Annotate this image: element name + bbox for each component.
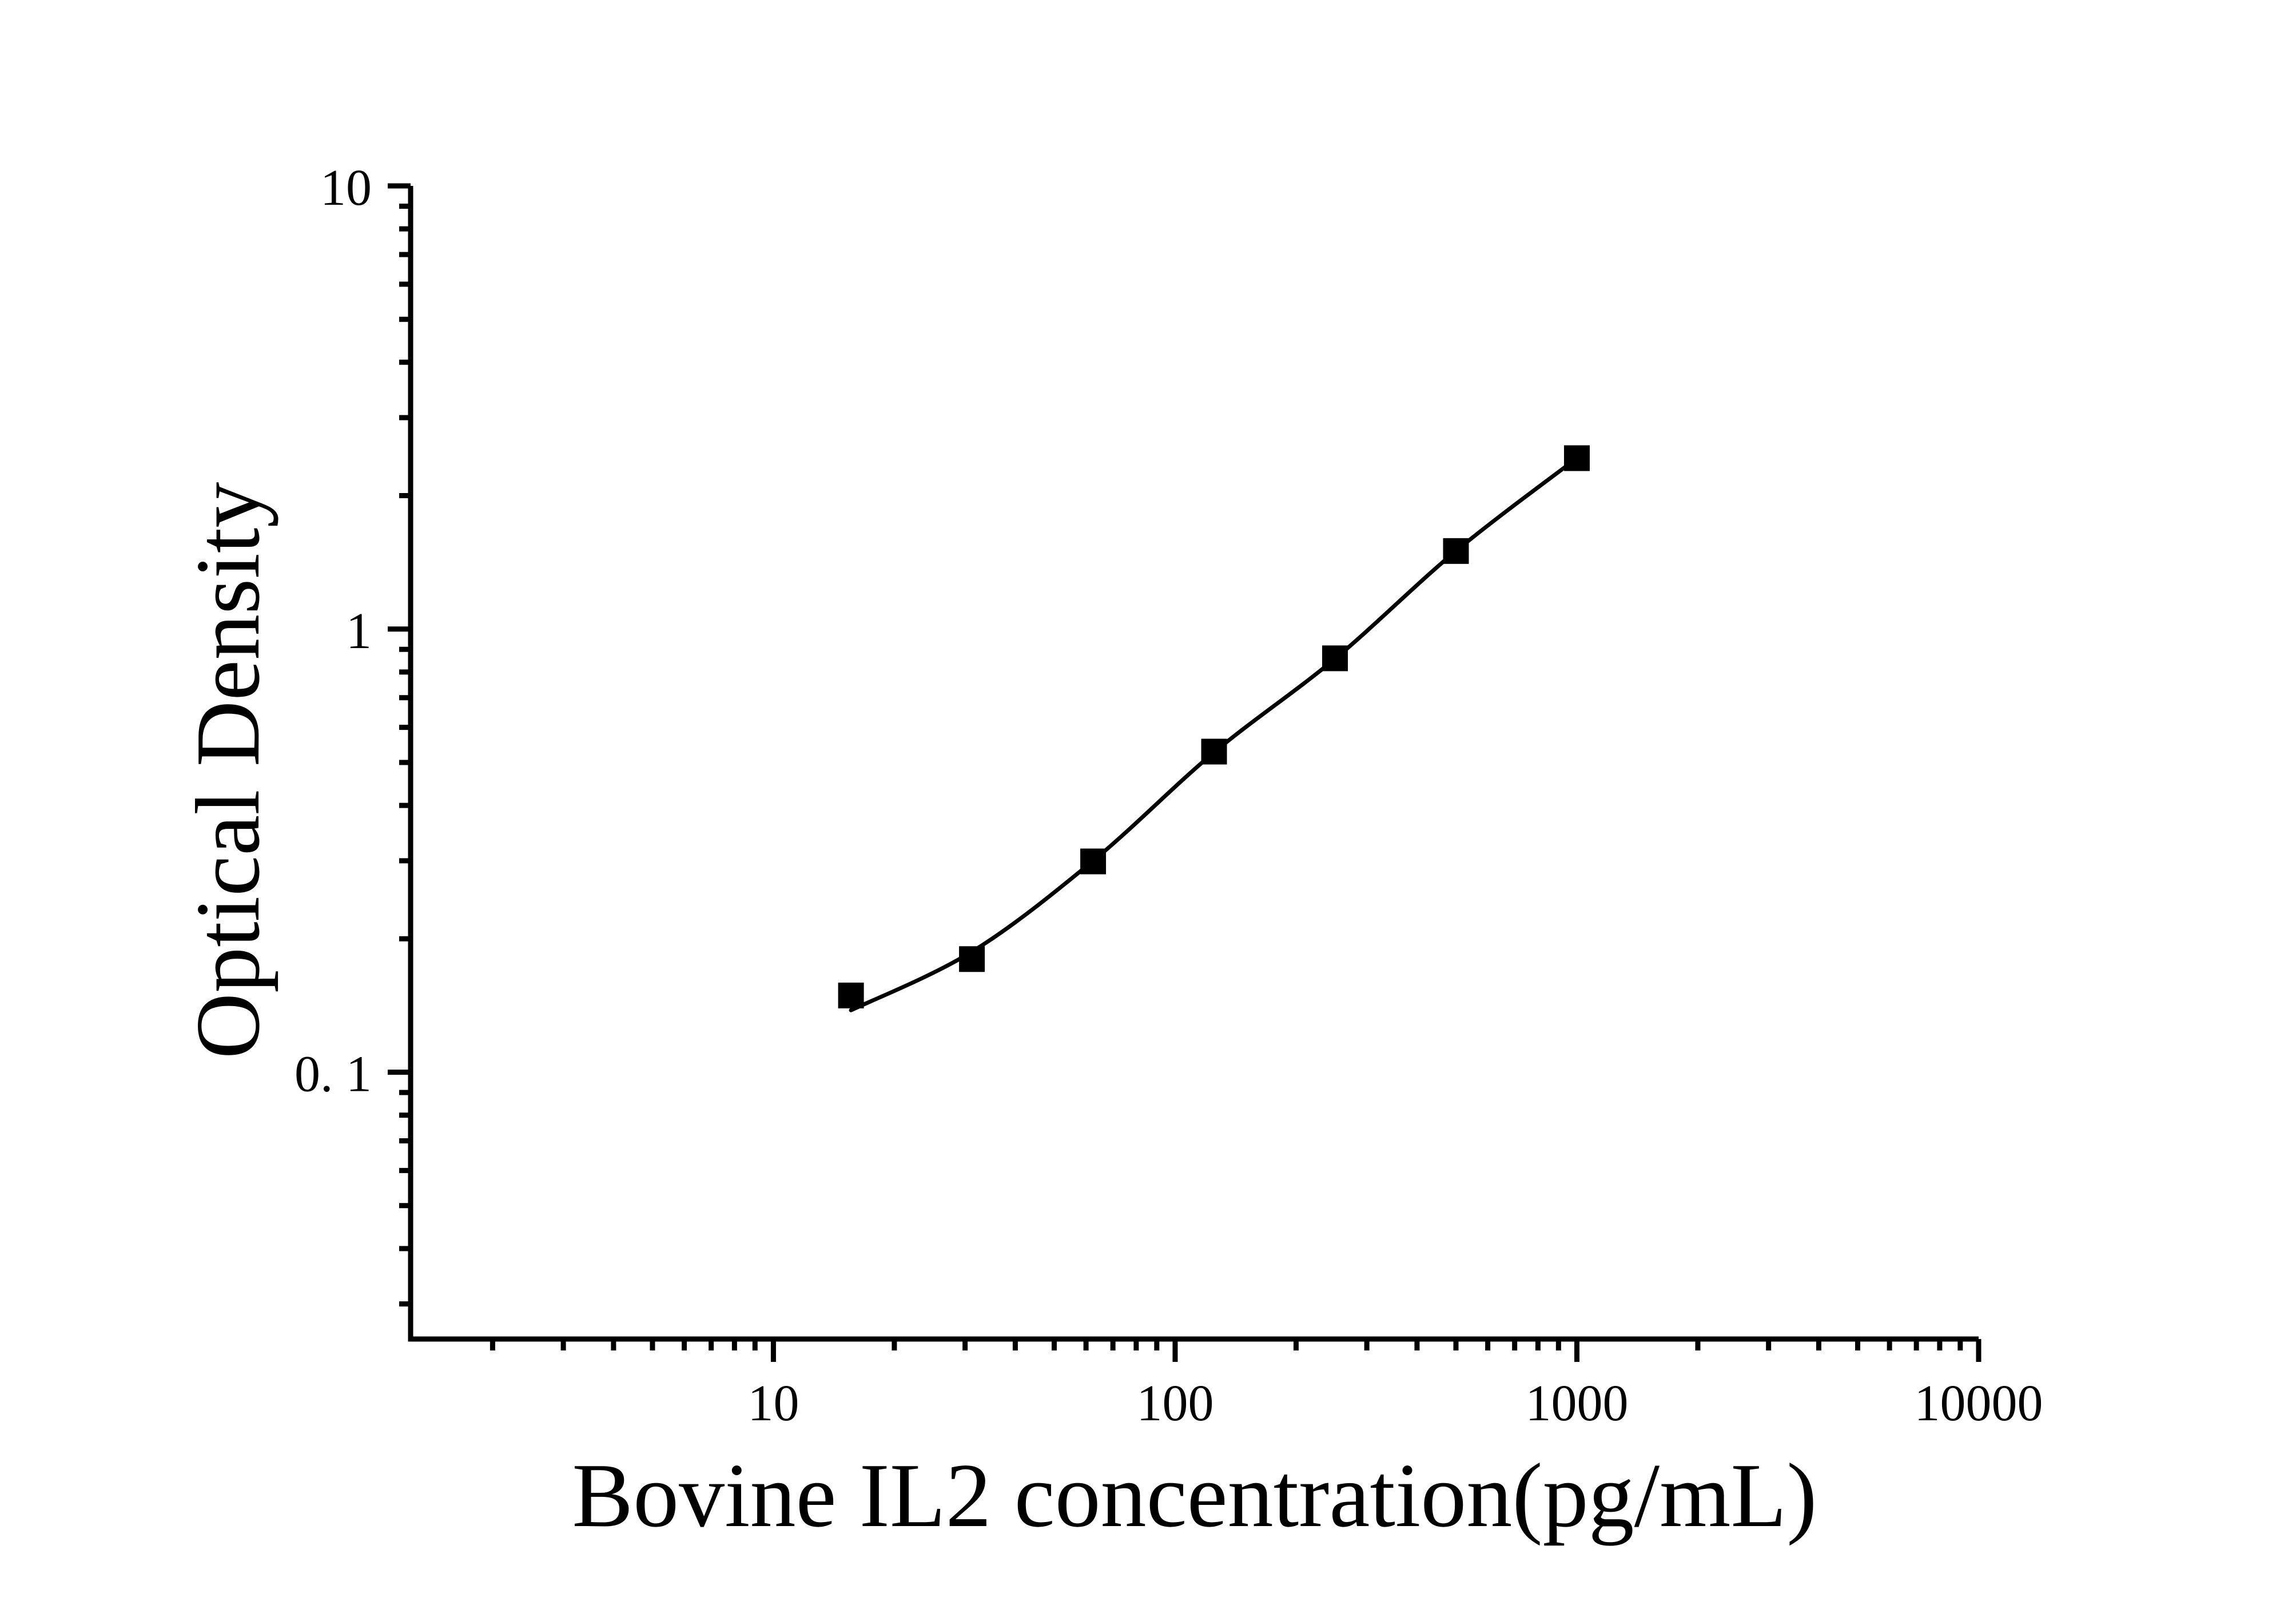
data-point-marker bbox=[1443, 538, 1469, 564]
y-axis-title: Optical Density bbox=[177, 482, 278, 1059]
ticks-group bbox=[388, 183, 1981, 1362]
y-tick-label: 1 bbox=[346, 603, 372, 660]
data-point-marker bbox=[1563, 445, 1590, 471]
x-tick-label: 10 bbox=[747, 1375, 799, 1432]
tick-labels-group: 10 100 1000 10000 10 1 0. 1 bbox=[295, 160, 2043, 1432]
data-points-group bbox=[838, 445, 1590, 1008]
x-tick-label: 1000 bbox=[1525, 1375, 1628, 1432]
axis-spines bbox=[408, 186, 1979, 1342]
data-point-marker bbox=[1080, 848, 1107, 875]
x-tick-label: 10000 bbox=[1915, 1375, 2043, 1432]
x-axis-title: Bovine IL2 concentration(pg/mL) bbox=[572, 1444, 1817, 1546]
data-point-marker bbox=[1322, 645, 1348, 672]
data-point-marker bbox=[959, 946, 985, 972]
y-tick-label: 0. 1 bbox=[295, 1046, 372, 1103]
x-tick-label: 100 bbox=[1136, 1375, 1213, 1432]
data-point-marker bbox=[838, 982, 864, 1008]
axes-group bbox=[408, 186, 1979, 1342]
data-point-marker bbox=[1201, 738, 1227, 765]
y-tick-label: 10 bbox=[320, 160, 372, 216]
